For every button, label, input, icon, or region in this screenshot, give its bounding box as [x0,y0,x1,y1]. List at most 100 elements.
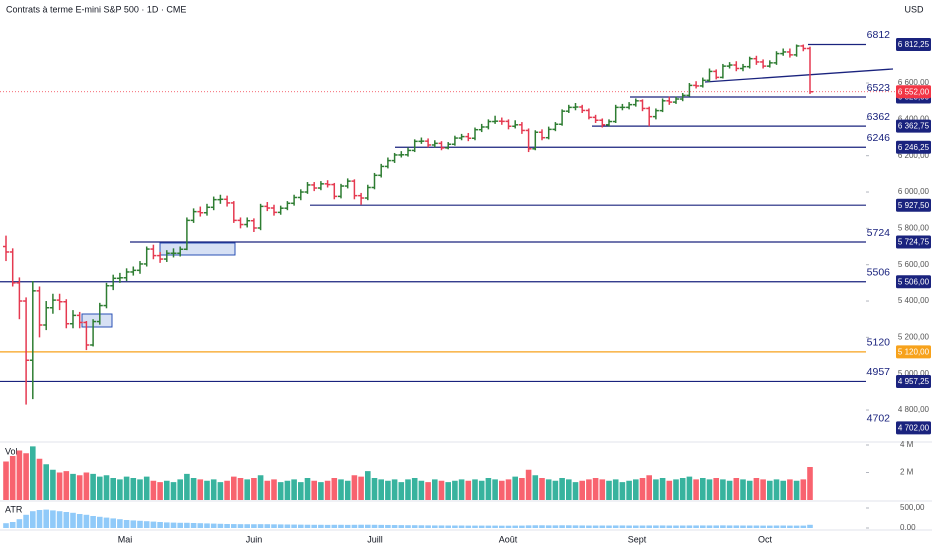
atr-bar [753,525,760,528]
atr-bar [231,524,237,528]
atr-bar [83,514,90,528]
atr-bar [405,525,411,528]
volume-bar [371,478,378,500]
y-tick-label: 0.00 [900,523,916,532]
volume-bar [659,478,666,500]
panel-label: ATR [5,504,23,514]
atr-bar [385,524,391,528]
volume-bar [485,478,492,500]
y-tick-label: 6 000,00 [898,187,930,196]
atr-bar [143,521,150,528]
atr-bar [793,525,800,528]
atr-bar [378,524,384,528]
atr-bar [117,519,123,528]
x-tick-label: Juin [246,534,263,544]
level-label: 5120 [867,337,891,349]
volume-bar [324,480,331,500]
atr-bar [190,523,197,528]
atr-bar [552,525,559,528]
atr-bar [398,525,405,528]
volume-bar [760,479,766,500]
atr-bar [103,517,110,528]
atr-bar [780,525,786,528]
volume-bar [639,478,646,500]
atr-bar [56,511,63,528]
volume-bar [318,482,324,500]
level-badge-label: 6 246,25 [898,143,930,152]
level-label: 4702 [867,413,891,425]
level-label: 6523 [867,82,891,94]
atr-bar [391,525,398,528]
atr-bar [432,525,438,528]
atr-bar [63,512,70,528]
level-label: 6362 [867,111,891,123]
atr-bar [720,525,726,528]
atr-bar [492,525,498,528]
zone-box [81,313,113,328]
level-badge [896,345,931,359]
atr-bar [606,525,612,528]
volume-bar [291,479,297,500]
x-tick-label: Sept [628,534,647,544]
y-tick-label: 4 M [900,440,914,449]
x-axis: Mai Juin Juill Août Sept Oct [118,534,773,544]
volume-bar [767,480,773,500]
volume-bar [9,456,16,500]
volume-bar [130,478,137,500]
atr-bar [36,510,43,528]
volume-bar [733,478,740,500]
volume-bar [700,478,706,500]
volume-bar [646,475,652,500]
volume-bar [391,479,398,500]
volume-bar [626,480,632,500]
volume-bar [237,478,244,500]
volume-bar [445,482,451,500]
atr-bar [733,525,740,528]
atr-bar [9,522,16,528]
volume-bar [666,480,673,500]
atr-bar [210,523,217,528]
volume-bar [653,479,659,500]
atr-bar [438,525,445,528]
volume-bar [800,479,807,500]
volume-bar [405,479,411,500]
volume-bar [579,480,585,500]
atr-bar [572,525,579,528]
last-price-badge [896,85,931,99]
y-tick-label: 5 000,00 [898,369,930,378]
volume-bar [170,482,177,500]
volume-bar [190,478,197,500]
y-tick-label: 500,00 [900,503,925,512]
volume-bar [43,464,49,500]
volume-bar [177,479,183,500]
y-tick-label: 6 600,00 [898,78,930,87]
volume-bar [619,482,626,500]
atr-bar [137,520,143,528]
volume-bar [545,479,552,500]
atr-bar [264,524,271,528]
volume-bar [472,479,478,500]
volume-bar [612,479,619,500]
volume-bar [385,480,391,500]
volume-bar [378,479,384,500]
volume-bar [773,479,780,500]
volume-bar [197,479,204,500]
trend-line [704,68,894,83]
atr-bar [3,523,9,528]
volume-bar [63,471,70,500]
atr-bar [787,525,793,528]
volume-bar [304,478,311,500]
atr-bar [586,525,592,528]
volume-bar [123,476,130,500]
atr-bar [30,511,36,528]
currency: USD [904,4,924,14]
volume-bar [780,480,786,500]
atr-bar [673,525,679,528]
volume-bar [807,467,813,500]
volume-bar [298,482,304,500]
volume-bar [311,480,317,500]
atr-bar [291,524,297,528]
atr-bar [773,525,780,528]
volume-bar [740,479,746,500]
atr-bar [284,524,291,528]
